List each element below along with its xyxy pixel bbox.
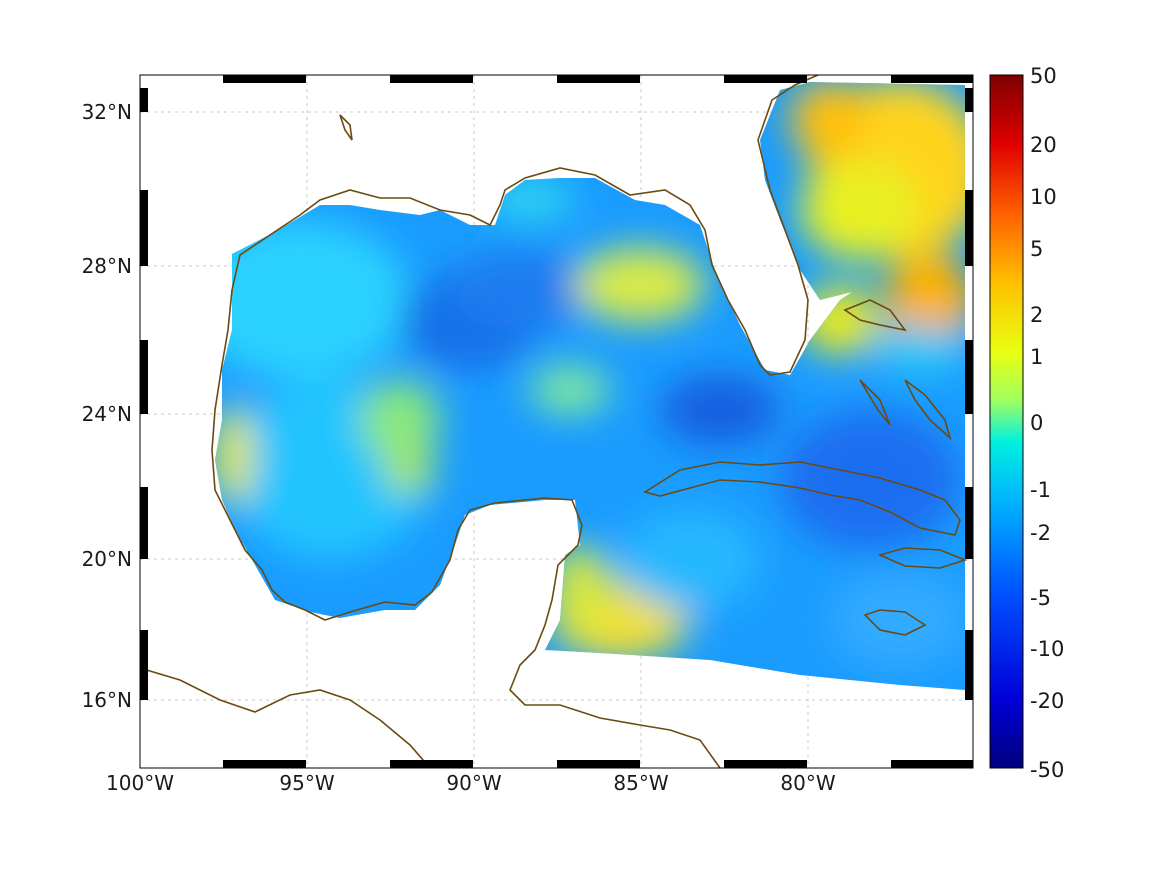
colorbar-label: -2: [1030, 521, 1051, 545]
lat-label: 28°N: [82, 254, 132, 278]
colorbar-label: -50: [1030, 758, 1064, 782]
colorbar-label: -10: [1030, 637, 1064, 661]
colorbar-label: 10: [1030, 185, 1057, 209]
colorbar-label: -5: [1030, 586, 1051, 610]
colorbar-label: 5: [1030, 237, 1043, 261]
colorbar-label: 1: [1030, 345, 1043, 369]
colorbar-label: 50: [1030, 64, 1057, 88]
ocean-data-field: [215, 82, 965, 690]
map-frame: [139, 74, 974, 769]
colorbar-label: 20: [1030, 133, 1057, 157]
lon-label: 90°W: [446, 771, 501, 795]
colorbar: 50 20 10 5 2 1 0 -1 -2 -5 -10 -20 -50: [989, 64, 1064, 782]
lon-label: 80°W: [780, 771, 835, 795]
lat-label: 20°N: [82, 547, 132, 571]
colorbar-label: 0: [1030, 411, 1043, 435]
longitude-axis: 100°W 95°W 90°W 85°W 80°W: [106, 771, 836, 795]
lat-label: 16°N: [82, 688, 132, 712]
colorbar-gradient: [989, 74, 1024, 769]
colorbar-label: 2: [1030, 303, 1043, 327]
lat-label: 32°N: [82, 100, 132, 124]
colorbar-label: -20: [1030, 689, 1064, 713]
lon-label: 95°W: [279, 771, 334, 795]
lon-label: 85°W: [613, 771, 668, 795]
colorbar-label: -1: [1030, 478, 1051, 502]
coastlines: [140, 75, 968, 768]
latitude-axis: 32°N 28°N 24°N 20°N 16°N: [82, 100, 132, 712]
lat-label: 24°N: [82, 402, 132, 426]
lon-label: 100°W: [106, 771, 174, 795]
